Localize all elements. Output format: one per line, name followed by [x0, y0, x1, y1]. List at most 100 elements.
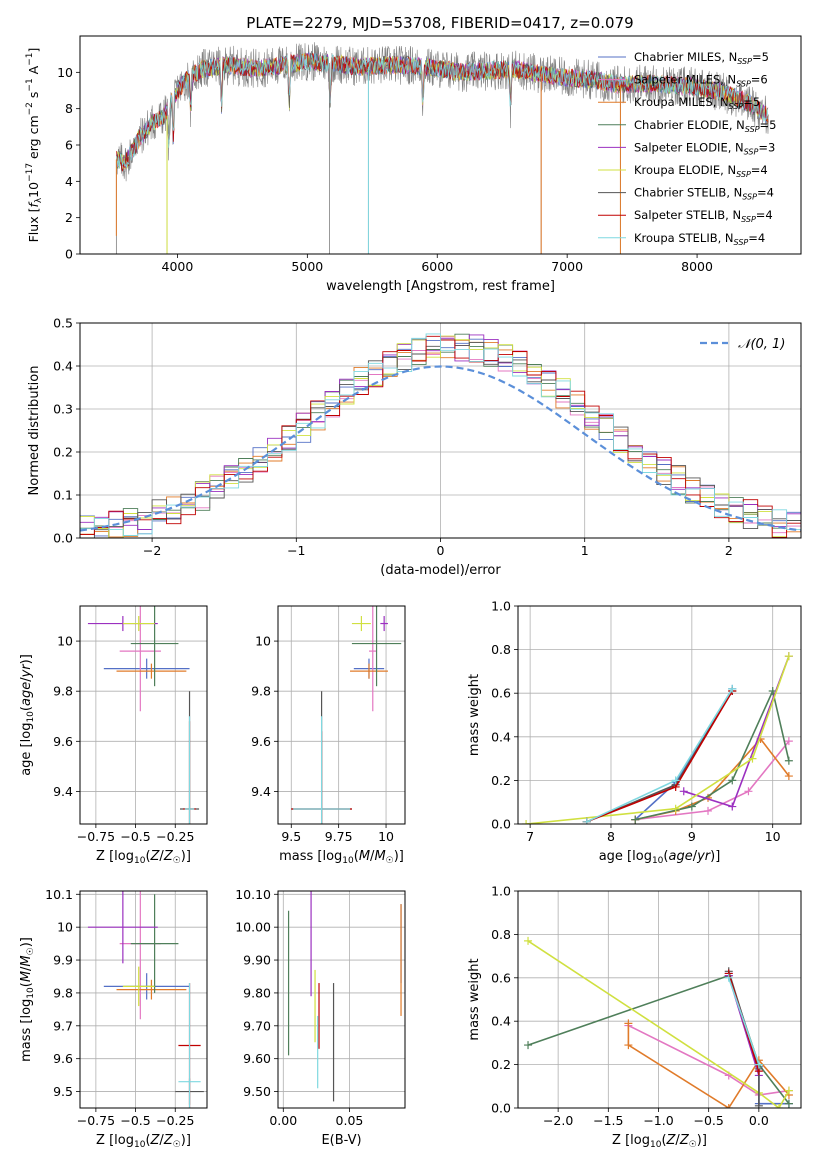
plus-marker — [728, 684, 737, 693]
x-axis-label: E(B-V) — [321, 1133, 361, 1148]
y-tick-label: 10 — [255, 634, 271, 649]
y-tick-label: 10.1 — [45, 887, 73, 902]
error-bar-point — [350, 663, 388, 679]
axes-frame — [79, 35, 802, 255]
mass-weight-series — [724, 973, 763, 1069]
y-tick-label: 9.7 — [53, 1018, 73, 1033]
x-tick-label: 0.05 — [336, 1113, 364, 1128]
y-axis-label: age [log10(age/yr)] — [19, 654, 36, 776]
y-tick-label: 0.8 — [491, 927, 511, 942]
x-tick-label: −1 — [287, 543, 305, 558]
y-tick-label: 10.10 — [235, 887, 271, 902]
error-bar-point — [103, 658, 190, 679]
x-tick-label: 0.0 — [749, 1113, 769, 1128]
x-axis-label: age [log10(age/yr)] — [599, 849, 721, 866]
plus-marker — [671, 804, 680, 813]
plus-marker — [704, 806, 713, 815]
error-bar-point — [351, 616, 371, 632]
age-vs-mass-panel: 9.5 9.75 10 9.4 9.6 9.8 10 mass [log10(M/M☉)] — [251, 605, 406, 866]
x-axis-label: Z [log10(Z/Z☉)] — [612, 1133, 707, 1150]
mass-weight-series — [522, 652, 793, 824]
error-bar-point — [368, 606, 377, 712]
y-tick-label: 9.60 — [243, 1051, 271, 1066]
plot-area — [524, 936, 793, 1108]
series-line — [527, 940, 790, 1108]
error-bar-point — [87, 891, 158, 964]
y-tick-label: 9.6 — [53, 1051, 73, 1066]
y-tick-label: 0.0 — [491, 817, 511, 832]
y-axis-label: Flux [fλ10−17 erg cm−2 s−1 A−1] — [25, 48, 44, 243]
x-tick-label: 8000 — [681, 259, 713, 274]
y-tick-label: 9.4 — [251, 784, 271, 799]
plus-marker — [624, 1041, 633, 1050]
x-tick-label: −0.75 — [77, 1113, 115, 1128]
x-tick-label: −1.0 — [643, 1113, 673, 1128]
x-axis-label: Z [log10(Z/Z☉)] — [96, 1133, 191, 1150]
axes-frame — [79, 322, 802, 539]
plus-marker — [687, 802, 696, 811]
x-tick-label: −0.5 — [693, 1113, 723, 1128]
y-tick-label: 0.2 — [491, 773, 511, 788]
plus-marker — [744, 787, 753, 796]
y-tick-label: 2 — [65, 210, 73, 225]
error-bar-point — [184, 716, 195, 824]
axes-frame — [517, 605, 802, 825]
mass-weight-series — [582, 687, 737, 824]
y-tick-label: 0.2 — [53, 445, 73, 460]
legend-entry: Salpeter ELODIE, NSSP=3 — [634, 140, 775, 156]
error-bar-point — [130, 894, 179, 993]
error-bar-point — [380, 616, 388, 632]
y-tick-label: 9.6 — [53, 734, 73, 749]
plot-area — [287, 891, 402, 1102]
x-axis-label: mass [log10(M/M☉)] — [279, 849, 404, 866]
y-tick-label: 9.9 — [53, 953, 73, 968]
residual-histogram — [80, 333, 801, 538]
series-line — [586, 690, 733, 823]
plus-marker — [784, 1086, 793, 1095]
y-tick-label: 0.1 — [53, 488, 73, 503]
error-bar-point — [130, 606, 179, 687]
y-tick-label: 0.5 — [53, 316, 73, 331]
error-bar-point — [351, 606, 402, 687]
y-tick-label: 0.8 — [491, 642, 511, 657]
model-line — [116, 53, 769, 169]
x-tick-label: −1.5 — [593, 1113, 623, 1128]
plus-marker — [679, 787, 688, 796]
y-tick-label: 9.6 — [251, 734, 271, 749]
plus-marker — [774, 1104, 783, 1108]
error-bar-point — [116, 663, 187, 679]
y-tick-label: 6 — [65, 138, 73, 153]
y-tick-label: 0.6 — [491, 970, 511, 985]
plus-marker — [784, 756, 793, 765]
error-bar-point — [122, 966, 155, 1007]
x-tick-label: −0.5 — [120, 1113, 150, 1128]
axes-frame — [517, 890, 802, 1109]
x-tick-label: 1 — [581, 543, 589, 558]
y-tick-label: 0.4 — [53, 359, 73, 374]
y-tick-label: 10 — [57, 920, 73, 935]
plot-area — [522, 652, 793, 824]
series-line — [635, 740, 790, 821]
y-tick-label: 9.8 — [53, 684, 73, 699]
plus-marker — [522, 820, 531, 824]
y-tick-label: 10 — [57, 634, 73, 649]
mass-weight-series — [631, 687, 793, 824]
y-axis-label: mass weight — [467, 674, 482, 756]
x-tick-label: 7 — [526, 829, 534, 844]
x-tick-label: 9 — [688, 829, 696, 844]
y-tick-label: 9.4 — [53, 784, 73, 799]
y-tick-label: 8 — [65, 101, 73, 116]
y-tick-label: 9.8 — [53, 985, 73, 1000]
y-tick-label: 0.3 — [53, 402, 73, 417]
plot-area — [291, 606, 402, 824]
plus-marker — [728, 802, 737, 811]
y-tick-label: 9.90 — [243, 953, 271, 968]
legend-entry: Chabrier MILES, NSSP=5 — [634, 50, 769, 66]
plus-marker — [582, 817, 591, 824]
y-tick-label: 0.0 — [491, 1101, 511, 1116]
axes-frame — [277, 605, 406, 825]
residuals-panel: −2 −1 0 1 2 0.0 0.1 0.2 0.3 0.4 0.5 (data-model)/er… — [27, 316, 802, 578]
y-axis-label: mass weight — [467, 958, 482, 1040]
x-tick-label: 0.00 — [269, 1113, 297, 1128]
x-axis-label: Z [log10(Z/Z☉)] — [96, 849, 191, 866]
